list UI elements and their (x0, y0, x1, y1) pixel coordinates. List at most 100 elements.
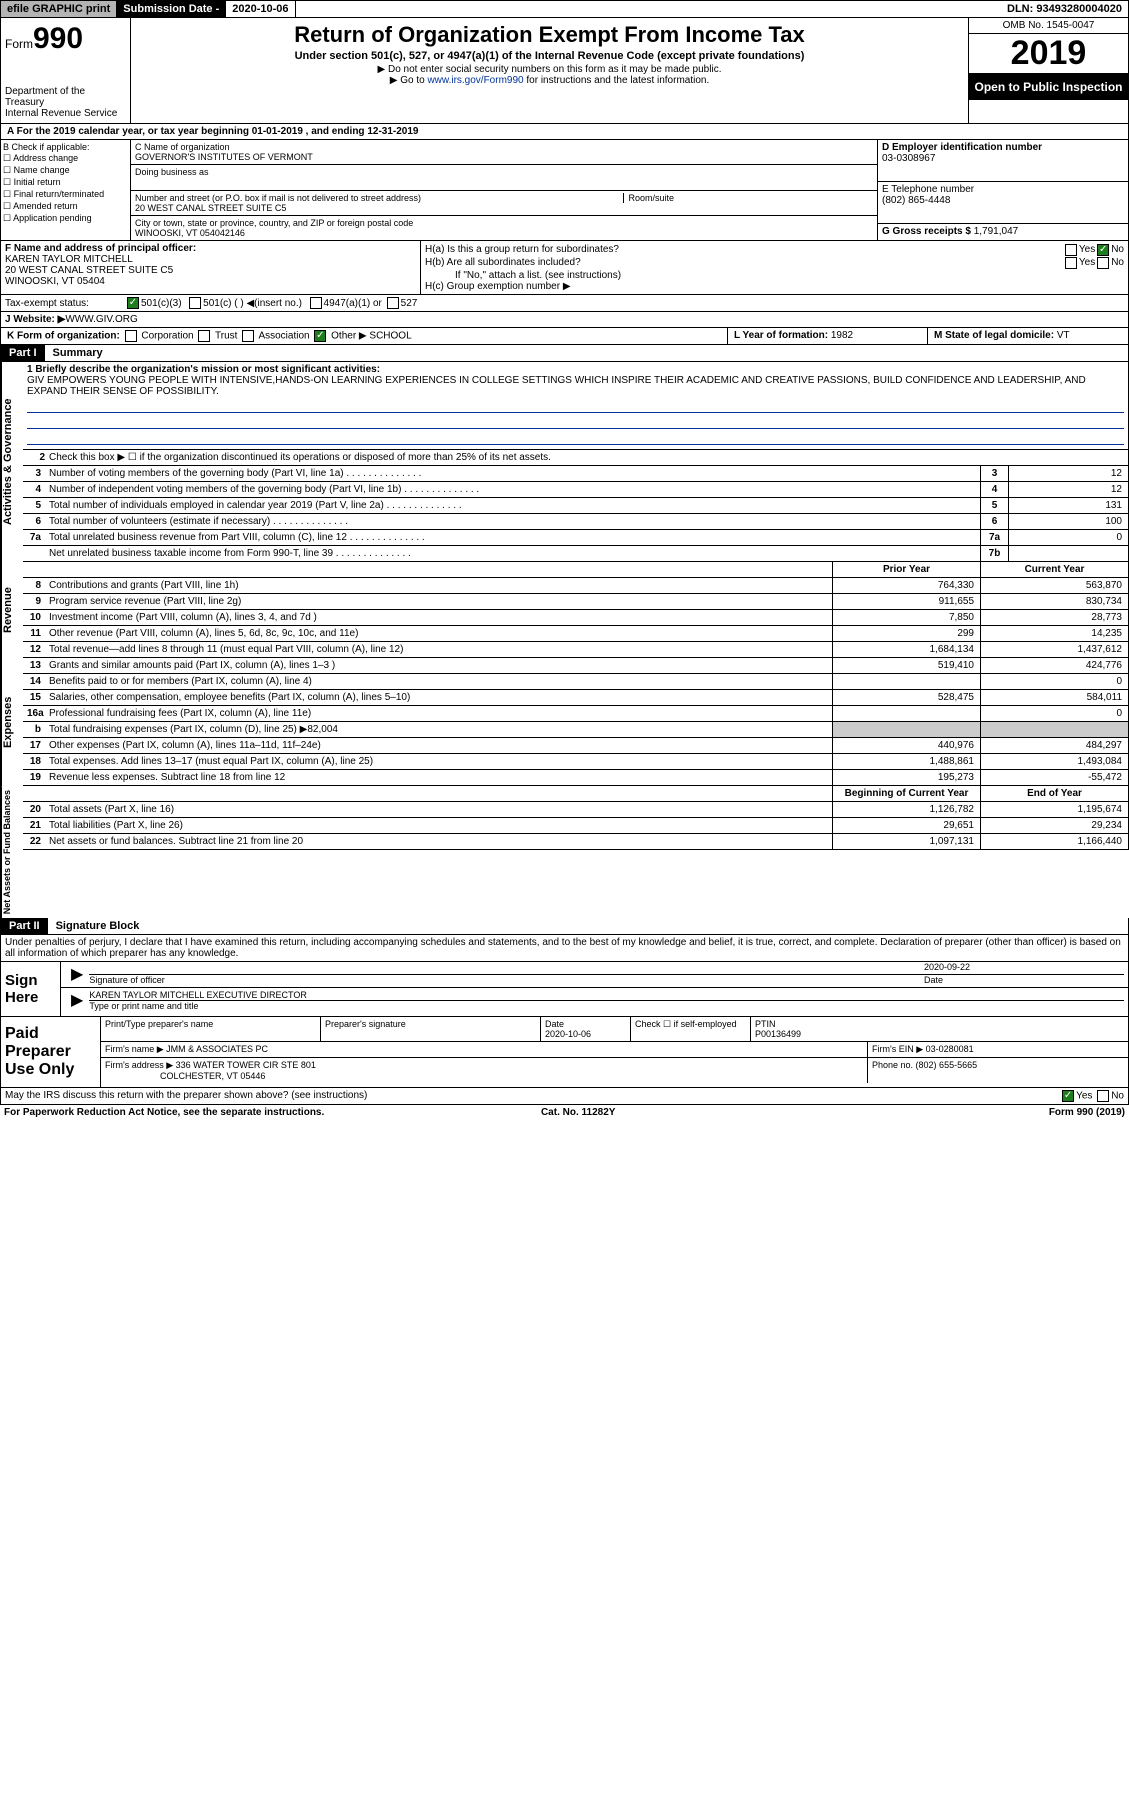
form-number: 990 (33, 22, 83, 55)
penalty-text: Under penalties of perjury, I declare th… (0, 935, 1129, 962)
discuss-no[interactable] (1097, 1090, 1109, 1102)
dept-treasury: Department of the Treasury Internal Reve… (5, 86, 126, 119)
preparer-block: Paid Preparer Use Only Print/Type prepar… (0, 1017, 1129, 1088)
officer-name: KAREN TAYLOR MITCHELL (5, 254, 416, 265)
sign-here-label: Sign Here (1, 962, 61, 1016)
summary-line: 6Total number of volunteers (estimate if… (23, 514, 1129, 530)
cb-4947[interactable] (310, 297, 322, 309)
e-label: E Telephone number (882, 184, 1124, 195)
roomsuite-label: Room/suite (623, 193, 674, 203)
subdate-value: 2020-10-06 (226, 1, 295, 17)
cb-corp[interactable] (125, 330, 137, 342)
year-formation: 1982 (831, 330, 853, 341)
cb-initial-return[interactable]: ☐ Initial return (3, 177, 128, 188)
arrow-icon: ▶ (65, 990, 89, 1011)
data-line: 12Total revenue—add lines 8 through 11 (… (23, 642, 1129, 658)
data-line: 22Net assets or fund balances. Subtract … (23, 834, 1129, 850)
b-label: B Check if applicable: (3, 142, 128, 152)
cb-other[interactable]: ✓ (314, 330, 326, 342)
arrow-icon: ▶ (65, 964, 89, 985)
prep-self-emp[interactable]: Check ☐ if self-employed (631, 1017, 751, 1041)
form-title: Return of Organization Exempt From Incom… (135, 22, 964, 48)
city-label: City or town, state or province, country… (135, 218, 873, 228)
city-value: WINOOSKI, VT 054042146 (135, 228, 873, 238)
street-value: 20 WEST CANAL STREET SUITE C5 (135, 203, 873, 213)
website-label: J Website: ▶ (5, 314, 65, 325)
cb-501c3[interactable]: ✓ (127, 297, 139, 309)
part1-title: Summary (45, 345, 111, 361)
form-header: Form990 Department of the Treasury Inter… (0, 18, 1129, 124)
blank-line (27, 431, 1124, 445)
ha-yes[interactable] (1065, 244, 1077, 256)
cb-name-change[interactable]: ☐ Name change (3, 165, 128, 176)
data-line: 9Program service revenue (Part VIII, lin… (23, 594, 1129, 610)
hb-yes[interactable] (1065, 257, 1077, 269)
summary-line: Net unrelated business taxable income fr… (23, 546, 1129, 562)
cb-application-pending[interactable]: ☐ Application pending (3, 213, 128, 224)
g-label: G Gross receipts $ (882, 226, 974, 237)
prep-name-hdr: Print/Type preparer's name (101, 1017, 321, 1041)
cat-no: Cat. No. 11282Y (541, 1107, 615, 1118)
phone-value: (802) 865-4448 (882, 195, 1124, 206)
firm-label: Firm's name ▶ (105, 1044, 166, 1054)
firm-ein: 03-0280081 (926, 1044, 974, 1054)
sidelabel-expenses: Expenses (1, 658, 23, 786)
firm-addr-label: Firm's address ▶ (105, 1060, 176, 1070)
sig-officer-label: Signature of officer (89, 975, 164, 985)
dln: DLN: 93493280004020 (1001, 1, 1128, 17)
cb-501c[interactable] (189, 297, 201, 309)
ha-no[interactable]: ✓ (1097, 244, 1109, 256)
col-begin: Beginning of Current Year (832, 786, 980, 801)
prep-date-hdr: Date (545, 1019, 564, 1029)
name-label: Type or print name and title (89, 1001, 1124, 1011)
tax-exempt-row: Tax-exempt status: ✓ 501(c)(3) 501(c) ( … (0, 295, 1129, 312)
irs-link[interactable]: www.irs.gov/Form990 (427, 75, 523, 86)
q1-label: 1 Briefly describe the organization's mi… (27, 364, 380, 375)
m-label: M State of legal domicile: (934, 330, 1057, 341)
form-footer: Form 990 (2019) (1049, 1107, 1125, 1118)
prep-date: 2020-10-06 (545, 1029, 591, 1039)
summary-line: 7aTotal unrelated business revenue from … (23, 530, 1129, 546)
firm-phone: (802) 655-5665 (916, 1060, 978, 1070)
data-line: 8Contributions and grants (Part VIII, li… (23, 578, 1129, 594)
data-line: 10Investment income (Part VIII, column (… (23, 610, 1129, 626)
omb-number: OMB No. 1545-0047 (969, 18, 1128, 34)
data-line: 21Total liabilities (Part X, line 26)29,… (23, 818, 1129, 834)
col-end: End of Year (980, 786, 1128, 801)
officer-addr2: WINOOSKI, VT 05404 (5, 276, 416, 287)
discuss-yes[interactable]: ✓ (1062, 1090, 1074, 1102)
data-line: 11Other revenue (Part VIII, column (A), … (23, 626, 1129, 642)
summary-line: 4Number of independent voting members of… (23, 482, 1129, 498)
data-line: 13Grants and similar amounts paid (Part … (23, 658, 1129, 674)
data-line: 20Total assets (Part X, line 16)1,126,78… (23, 802, 1129, 818)
firm-phone-label: Phone no. (872, 1060, 916, 1070)
cb-final-return[interactable]: ☐ Final return/terminated (3, 189, 128, 200)
spacer (23, 786, 832, 801)
website-value: WWW.GIV.ORG (65, 314, 137, 325)
paperwork-notice: For Paperwork Reduction Act Notice, see … (4, 1107, 324, 1118)
status-label: Tax-exempt status: (5, 298, 125, 309)
sign-date: 2020-09-22 (924, 962, 970, 972)
f-label: F Name and address of principal officer: (5, 243, 416, 254)
ein-value: 03-0308967 (882, 153, 1124, 164)
sign-block: Sign Here ▶ Signature of officer 2020-09… (0, 962, 1129, 1017)
discuss-row: May the IRS discuss this return with the… (0, 1088, 1129, 1105)
efile-label[interactable]: efile GRAPHIC print (1, 1, 117, 17)
cb-trust[interactable] (198, 330, 210, 342)
officer-name-title: KAREN TAYLOR MITCHELL EXECUTIVE DIRECTOR (89, 990, 1124, 1001)
ptin-hdr: PTIN (755, 1019, 776, 1029)
mission-text: GIV EMPOWERS YOUNG PEOPLE WITH INTENSIVE… (27, 375, 1124, 397)
data-line: 15Salaries, other compensation, employee… (23, 690, 1129, 706)
part2-header: Part II Signature Block (0, 918, 1129, 935)
cb-527[interactable] (387, 297, 399, 309)
part2-label: Part II (1, 918, 48, 934)
cb-assoc[interactable] (242, 330, 254, 342)
hb-no[interactable] (1097, 257, 1109, 269)
preparer-label: Paid Preparer Use Only (1, 1017, 101, 1087)
cb-amended-return[interactable]: ☐ Amended return (3, 201, 128, 212)
topbar: efile GRAPHIC print Submission Date - 20… (0, 0, 1129, 18)
cb-address-change[interactable]: ☐ Address change (3, 153, 128, 164)
sidelabel-revenue: Revenue (1, 562, 23, 658)
l-label: L Year of formation: (734, 330, 831, 341)
section-fh: F Name and address of principal officer:… (0, 241, 1129, 295)
